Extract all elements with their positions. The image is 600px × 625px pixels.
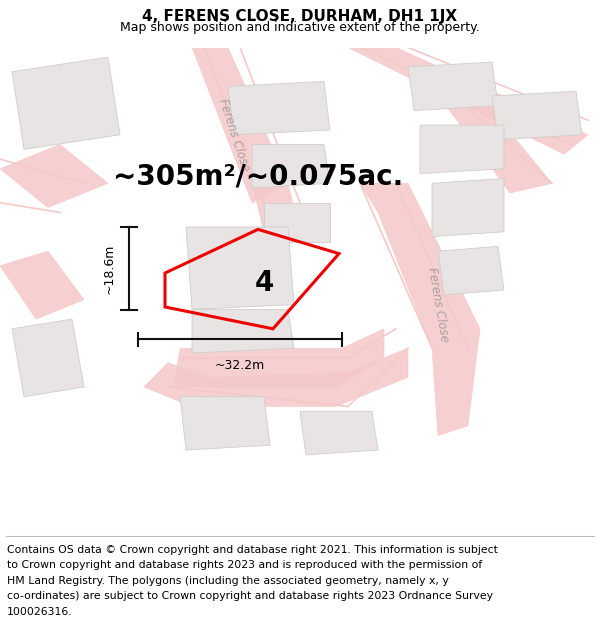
- Polygon shape: [144, 348, 408, 406]
- Polygon shape: [192, 48, 288, 202]
- Polygon shape: [420, 125, 504, 174]
- Polygon shape: [264, 202, 330, 241]
- Polygon shape: [432, 86, 552, 193]
- Text: Ferens Close: Ferens Close: [216, 97, 252, 172]
- Polygon shape: [186, 227, 294, 309]
- Polygon shape: [12, 58, 120, 149]
- Text: HM Land Registry. The polygons (including the associated geometry, namely x, y: HM Land Registry. The polygons (includin…: [7, 576, 449, 586]
- Polygon shape: [348, 48, 588, 154]
- Polygon shape: [192, 309, 294, 353]
- Text: 4, FERENS CLOSE, DURHAM, DH1 1JX: 4, FERENS CLOSE, DURHAM, DH1 1JX: [142, 9, 458, 24]
- Text: ~32.2m: ~32.2m: [215, 359, 265, 372]
- Text: co-ordinates) are subject to Crown copyright and database rights 2023 Ordnance S: co-ordinates) are subject to Crown copyr…: [7, 591, 493, 601]
- Polygon shape: [408, 62, 498, 111]
- Polygon shape: [432, 179, 504, 237]
- Polygon shape: [174, 329, 384, 387]
- Text: ~18.6m: ~18.6m: [103, 244, 116, 294]
- Text: Map shows position and indicative extent of the property.: Map shows position and indicative extent…: [120, 21, 480, 34]
- Polygon shape: [252, 183, 300, 232]
- Polygon shape: [438, 246, 504, 295]
- Text: 4: 4: [254, 269, 274, 298]
- Text: Ferens Close: Ferens Close: [425, 266, 451, 343]
- Text: ~305m²/~0.075ac.: ~305m²/~0.075ac.: [113, 162, 403, 190]
- Polygon shape: [180, 397, 270, 450]
- Polygon shape: [252, 144, 330, 188]
- Polygon shape: [0, 144, 108, 208]
- Polygon shape: [492, 91, 582, 139]
- Polygon shape: [360, 183, 480, 436]
- Text: Contains OS data © Crown copyright and database right 2021. This information is : Contains OS data © Crown copyright and d…: [7, 544, 498, 554]
- Polygon shape: [300, 411, 378, 455]
- Polygon shape: [228, 81, 330, 135]
- Text: 100026316.: 100026316.: [7, 607, 73, 617]
- Polygon shape: [0, 251, 84, 319]
- Polygon shape: [12, 319, 84, 397]
- Text: to Crown copyright and database rights 2023 and is reproduced with the permissio: to Crown copyright and database rights 2…: [7, 560, 482, 570]
